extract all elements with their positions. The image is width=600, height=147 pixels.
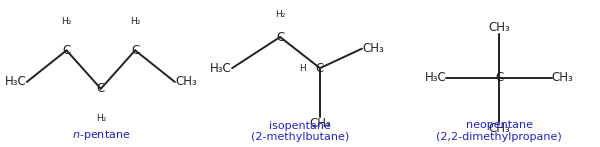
- Text: CH₃: CH₃: [309, 117, 331, 130]
- Text: H₂: H₂: [61, 16, 72, 26]
- Text: C: C: [97, 82, 105, 95]
- Text: H₂: H₂: [130, 16, 140, 26]
- Text: H₃C: H₃C: [425, 71, 446, 84]
- Text: CH₃: CH₃: [488, 21, 510, 34]
- Text: CH₃: CH₃: [175, 75, 197, 88]
- Text: C: C: [131, 44, 139, 57]
- Text: $\it{n}$-pentane: $\it{n}$-pentane: [71, 128, 130, 142]
- Text: H: H: [299, 64, 306, 73]
- Text: CH₃: CH₃: [362, 42, 383, 55]
- Text: H₃C: H₃C: [211, 62, 232, 75]
- Text: C: C: [62, 44, 71, 57]
- Text: isopentane
(2-methylbutane): isopentane (2-methylbutane): [251, 121, 349, 142]
- Text: H₂: H₂: [95, 114, 106, 123]
- Text: H₃C: H₃C: [5, 75, 27, 88]
- Text: C: C: [276, 31, 284, 44]
- Text: neopentane
(2,2-dimethylpropane): neopentane (2,2-dimethylpropane): [436, 120, 562, 142]
- Text: H₂: H₂: [275, 10, 285, 20]
- Text: CH₃: CH₃: [552, 71, 574, 84]
- Text: CH₃: CH₃: [488, 122, 510, 135]
- Text: C: C: [495, 71, 503, 84]
- Text: C: C: [316, 62, 324, 75]
